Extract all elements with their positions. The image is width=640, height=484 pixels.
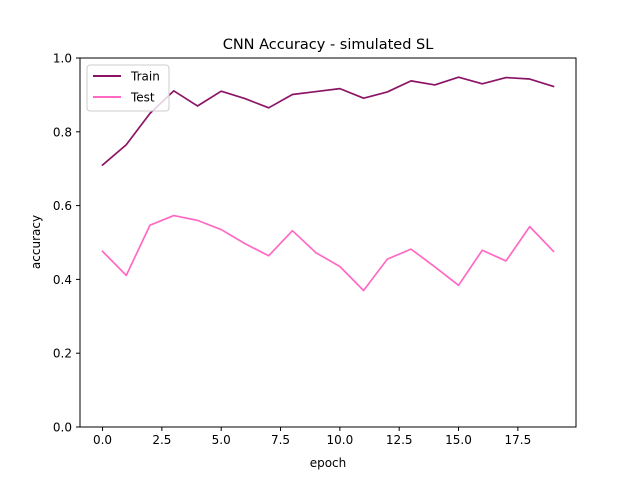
legend: Train Test	[87, 65, 169, 111]
x-tick-label: 12.5	[386, 433, 413, 447]
legend-label-train: Train	[130, 70, 160, 84]
y-tick-label: 0.8	[53, 125, 72, 139]
y-tick-label: 1.0	[53, 52, 72, 66]
x-tick-label: 0.0	[93, 433, 112, 447]
x-axis-label: epoch	[310, 456, 347, 470]
x-tick-label: 10.0	[327, 433, 354, 447]
legend-label-test: Test	[130, 91, 155, 105]
x-tick-label: 5.0	[212, 433, 231, 447]
y-tick-label: 0.2	[53, 347, 72, 361]
x-tick-label: 17.5	[504, 433, 531, 447]
chart-title: CNN Accuracy - simulated SL	[223, 37, 434, 53]
x-tick-label: 7.5	[271, 433, 290, 447]
y-tick-label: 0.6	[53, 199, 72, 213]
x-tick-label: 15.0	[445, 433, 472, 447]
x-tick-label: 2.5	[152, 433, 171, 447]
y-axis-label: accuracy	[29, 215, 43, 269]
y-tick-label: 0.4	[53, 273, 72, 287]
y-tick-label: 0.0	[53, 421, 72, 435]
